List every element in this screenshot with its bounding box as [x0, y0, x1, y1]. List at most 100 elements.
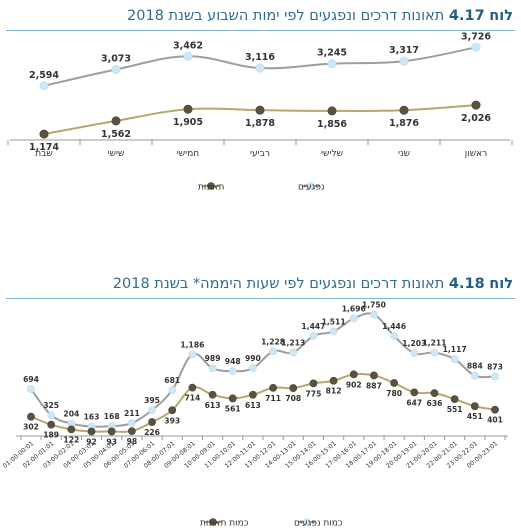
- data-point: [183, 51, 193, 61]
- data-label: 551: [447, 405, 463, 414]
- data-point: [450, 355, 459, 364]
- data-point: [450, 395, 459, 404]
- data-label: 122: [63, 435, 79, 444]
- data-point: [168, 406, 177, 415]
- data-label: 681: [164, 376, 180, 385]
- data-point: [39, 81, 49, 91]
- data-point: [471, 42, 481, 52]
- data-label: 1,211: [422, 339, 446, 348]
- data-label: 395: [144, 396, 160, 405]
- data-point: [188, 383, 197, 392]
- data-label: 168: [104, 412, 120, 421]
- title-number: 4.17: [448, 8, 485, 24]
- data-point: [399, 56, 409, 66]
- data-label: 902: [346, 380, 362, 389]
- data-point: [249, 390, 257, 399]
- data-point: [390, 332, 399, 340]
- x-tick-label: ראשון: [465, 149, 487, 159]
- data-label: 990: [245, 354, 261, 363]
- data-label: 93: [106, 437, 117, 446]
- data-point: [327, 106, 337, 116]
- data-point: [107, 427, 116, 436]
- hourly-line-chart: 01:00-00:0102:00-01:0103:00-02:0104:00-0…: [2, 301, 508, 529]
- data-point: [208, 364, 217, 373]
- data-label: 3,317: [389, 45, 419, 56]
- data-point: [390, 379, 399, 387]
- data-point: [255, 105, 265, 115]
- data-label: 1,186: [180, 340, 204, 349]
- data-point: [255, 63, 265, 73]
- data-label: 325: [43, 401, 59, 410]
- legend-label: כמות תאונות: [200, 519, 249, 529]
- data-label: 302: [23, 423, 39, 432]
- legend-swatch-marker: [207, 182, 215, 190]
- data-point: [127, 427, 136, 435]
- data-label: 1,228: [261, 337, 285, 346]
- data-point: [491, 405, 499, 414]
- data-label: 1,876: [389, 118, 419, 129]
- data-point: [349, 370, 358, 379]
- data-label: 887: [366, 381, 382, 390]
- data-point: [349, 314, 358, 323]
- data-point: [399, 105, 409, 115]
- data-label: 948: [225, 357, 241, 366]
- series-line-1: [30, 372, 496, 433]
- data-point: [329, 327, 338, 336]
- data-point: [327, 59, 337, 69]
- data-point: [370, 310, 378, 319]
- title-rule: [6, 298, 515, 299]
- data-point: [39, 129, 49, 139]
- x-tick-label: שבת: [35, 149, 53, 159]
- data-point: [269, 347, 277, 356]
- data-label: 2,594: [29, 70, 59, 81]
- data-point: [370, 371, 378, 380]
- data-label: 1,856: [317, 119, 347, 130]
- data-point: [491, 372, 499, 381]
- data-label: 1,562: [101, 129, 131, 140]
- data-label: 204: [63, 410, 79, 419]
- data-label: 780: [386, 389, 402, 398]
- data-point: [471, 100, 481, 110]
- data-label: 92: [86, 438, 97, 447]
- data-label: 3,245: [317, 48, 347, 59]
- data-point: [87, 427, 96, 436]
- title-text: תאונות דרכים ונפגעים לפי ימות השבוע בשנת…: [127, 8, 445, 24]
- data-label: 1,905: [173, 117, 203, 128]
- data-label: 708: [285, 394, 301, 403]
- data-point: [148, 418, 156, 426]
- data-point: [249, 364, 257, 373]
- data-label: 1,446: [382, 322, 406, 331]
- legend-label: כמות נפגעים: [294, 519, 343, 529]
- data-label: 3,726: [461, 31, 491, 42]
- data-point: [183, 104, 193, 114]
- data-point: [410, 388, 419, 397]
- x-tick-label: שני: [398, 149, 410, 159]
- x-tick-label: רביעי: [250, 149, 270, 159]
- data-label: 226: [144, 428, 160, 437]
- data-point: [111, 116, 121, 126]
- data-point: [27, 412, 35, 421]
- data-point: [228, 367, 237, 376]
- data-point: [67, 425, 76, 434]
- data-label: 775: [306, 389, 322, 398]
- data-label: 873: [487, 362, 503, 371]
- data-label: 1,117: [443, 345, 467, 354]
- x-tick-label: חמישי: [177, 149, 200, 159]
- title-number: 4.18: [448, 276, 485, 292]
- data-point: [309, 332, 318, 340]
- data-point: [289, 384, 298, 392]
- data-label: 1,696: [342, 304, 366, 313]
- data-label: 636: [427, 399, 443, 408]
- chart-title-hours: לוח 4.18 תאונות דרכים ונפגעים לפי שעות ה…: [113, 276, 513, 292]
- data-label: 1,511: [322, 317, 346, 326]
- data-point: [188, 350, 197, 359]
- data-point: [127, 419, 136, 428]
- data-label: 694: [23, 375, 39, 384]
- data-label: 2,026: [461, 113, 491, 124]
- data-label: 1,878: [245, 118, 275, 129]
- data-label: 812: [326, 387, 342, 396]
- data-label: 1,447: [301, 322, 325, 331]
- chart-title-weekdays: לוח 4.17 תאונות דרכים ונפגעים לפי ימות ה…: [127, 8, 513, 24]
- data-point: [289, 348, 298, 357]
- data-label: 211: [124, 409, 140, 418]
